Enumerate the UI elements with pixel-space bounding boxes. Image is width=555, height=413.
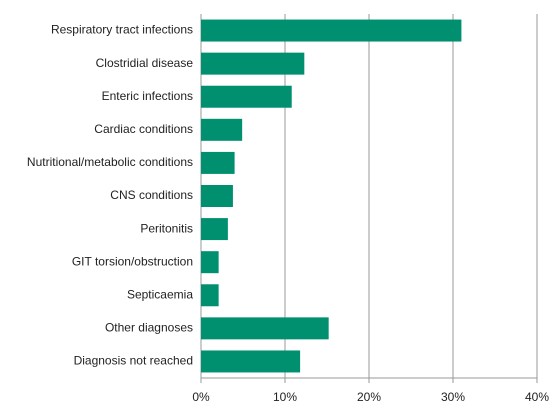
y-tick-label: GIT torsion/obstruction (72, 254, 193, 268)
bar (201, 185, 233, 207)
y-tick-label: Respiratory tract infections (51, 23, 193, 37)
x-tick-label: 10% (273, 390, 297, 404)
x-tick-label: 20% (357, 390, 381, 404)
bar (201, 85, 292, 108)
x-tick-label: 40% (525, 390, 549, 404)
bar (201, 218, 228, 241)
y-tick-label: Clostridial disease (96, 56, 194, 70)
bar (201, 118, 243, 141)
y-tick-label: Nutritional/metabolic conditions (27, 155, 193, 169)
y-tick-label: Diagnosis not reached (74, 354, 193, 368)
y-tick-label: Other diagnoses (105, 321, 193, 335)
x-tick-label: 0% (192, 390, 210, 404)
bar (201, 317, 329, 340)
bar (201, 52, 305, 75)
y-tick-label: Enteric infections (102, 89, 193, 103)
bar (201, 284, 219, 307)
bar (201, 19, 462, 42)
y-tick-label: Cardiac conditions (94, 122, 193, 136)
y-tick-label: Peritonitis (140, 221, 193, 235)
x-tick-label: 30% (441, 390, 465, 404)
bar (201, 151, 235, 174)
y-tick-label: CNS conditions (110, 188, 193, 202)
bar (201, 251, 219, 274)
bar (201, 350, 301, 373)
y-tick-label: Septicaemia (127, 287, 193, 301)
